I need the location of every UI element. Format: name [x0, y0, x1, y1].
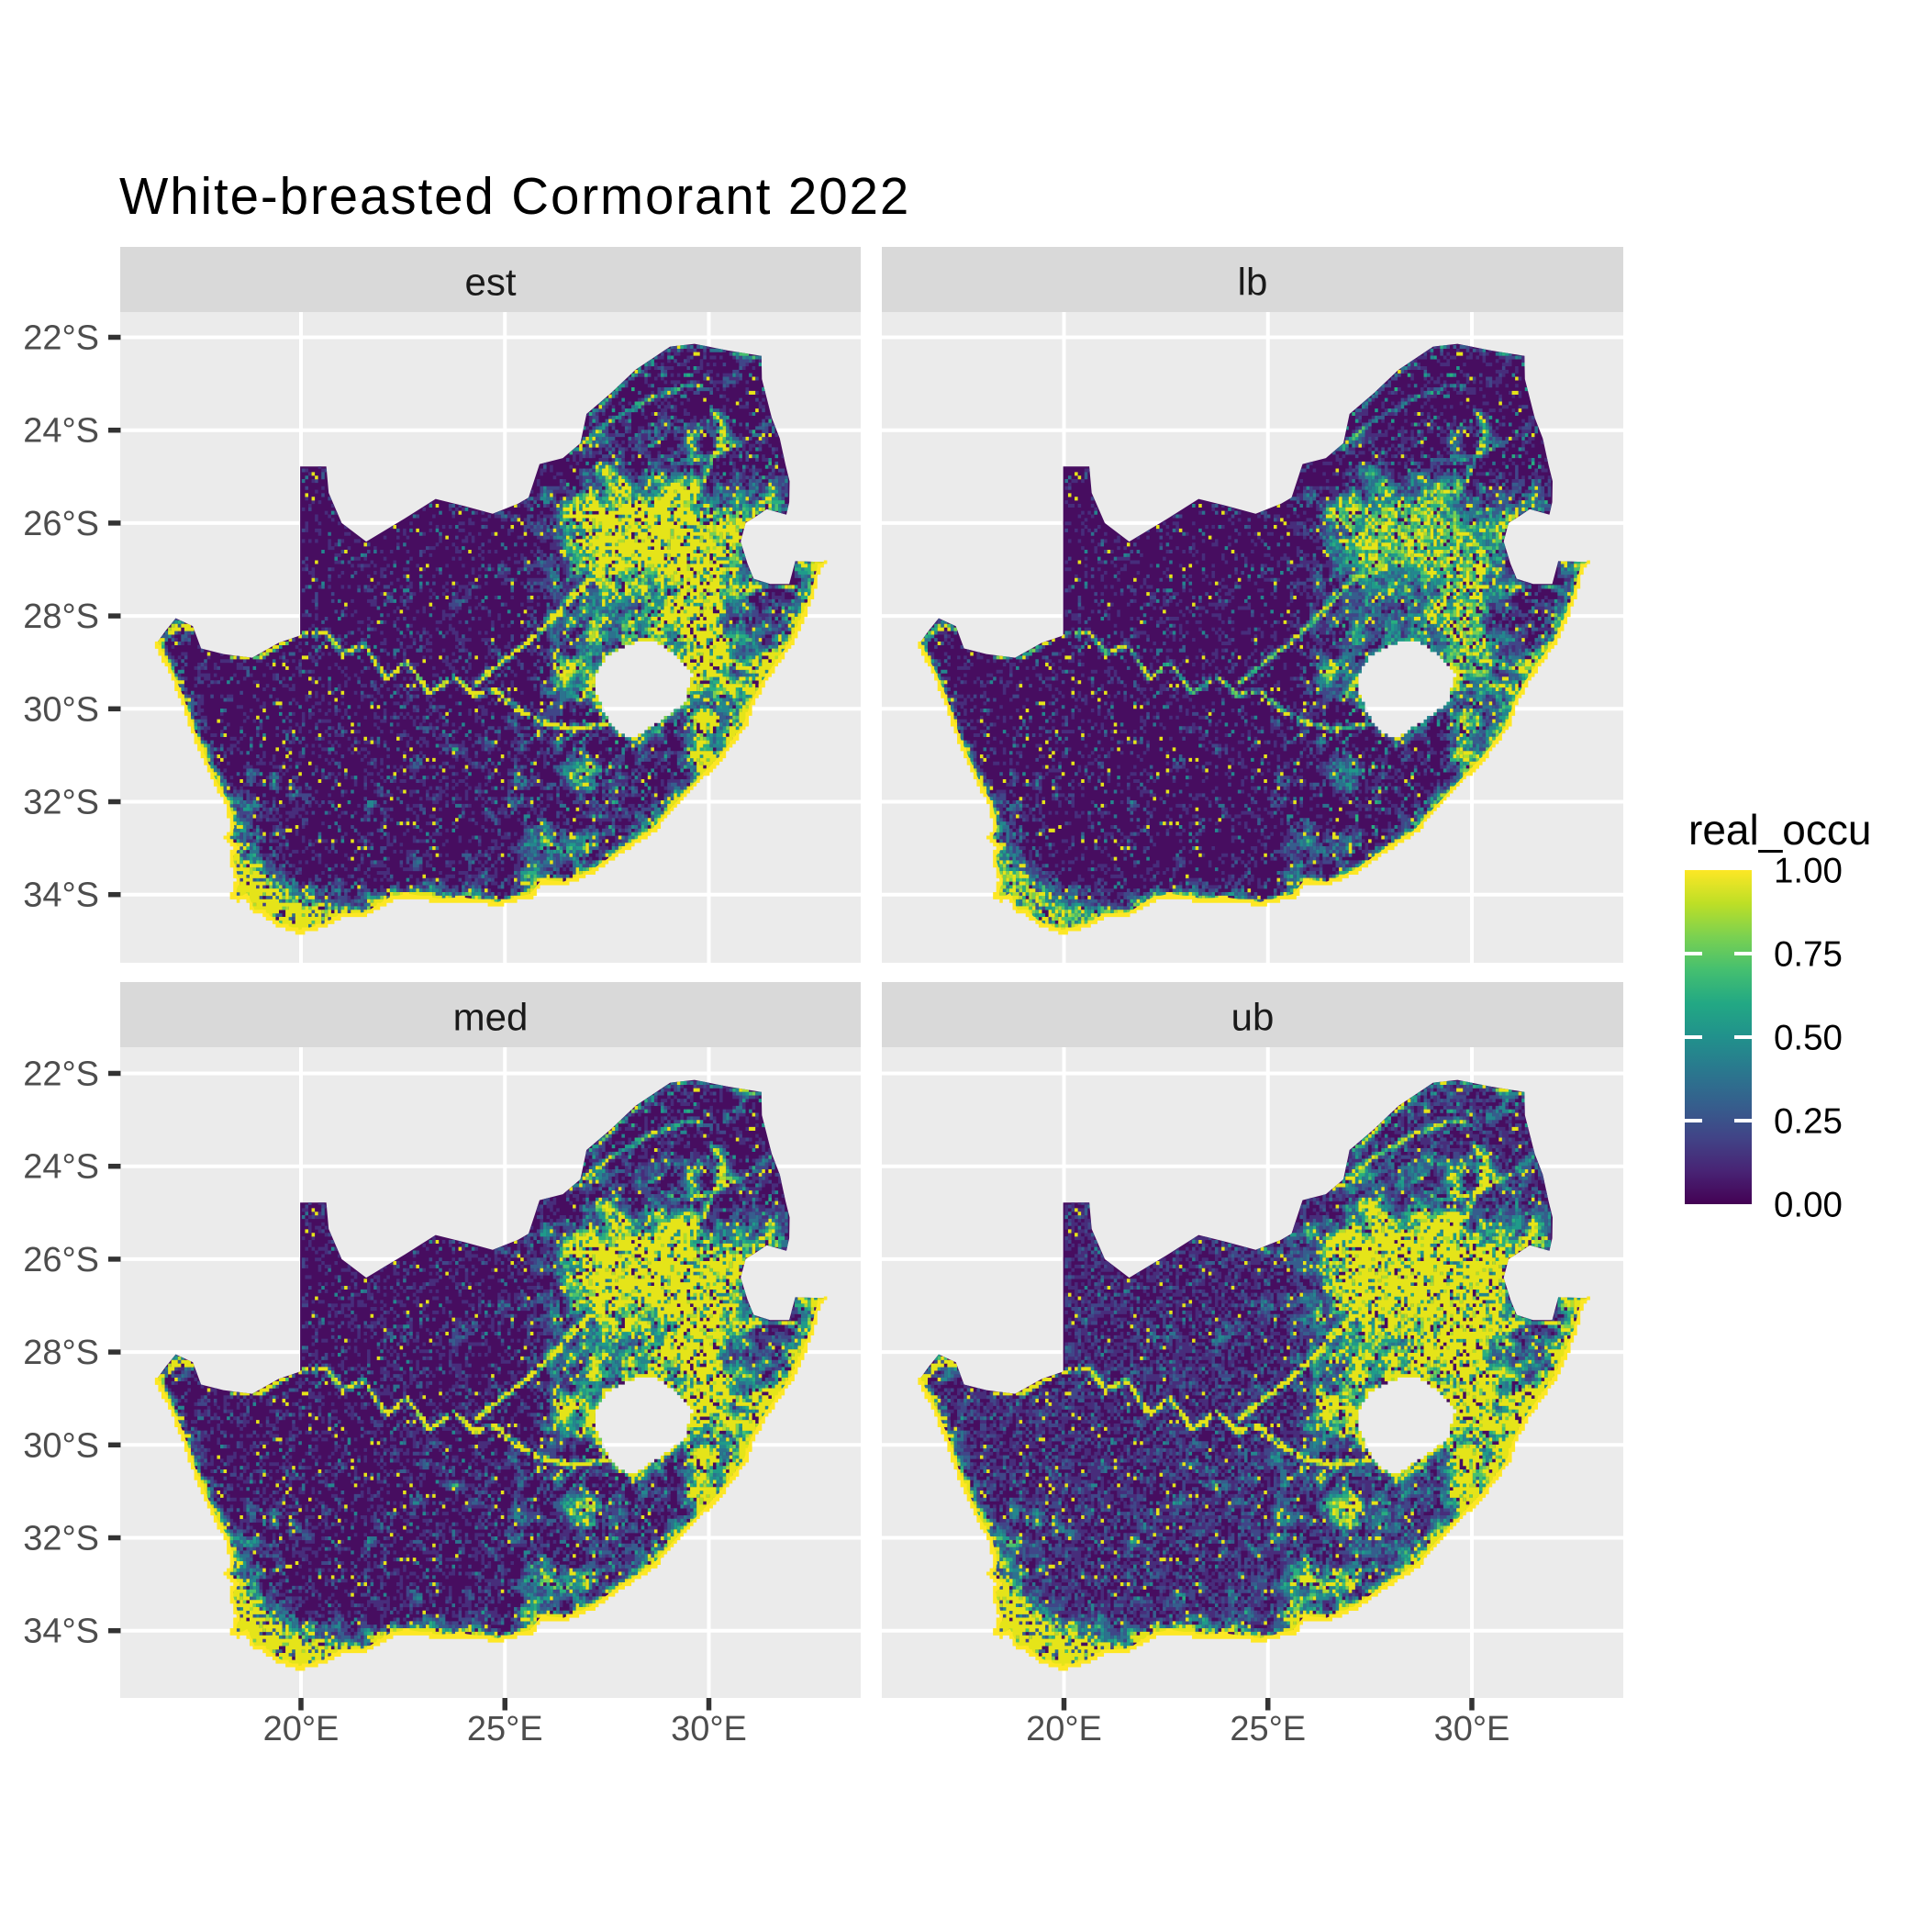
svg-text:30°E: 30°E	[1434, 1710, 1510, 1748]
svg-text:34°S: 34°S	[23, 877, 99, 915]
svg-text:30°S: 30°S	[23, 1426, 99, 1465]
svg-text:0.50: 0.50	[1774, 1019, 1843, 1058]
svg-text:25°E: 25°E	[1230, 1710, 1306, 1748]
svg-text:32°S: 32°S	[23, 1520, 99, 1558]
svg-text:22°S: 22°S	[23, 1055, 99, 1094]
svg-text:est: est	[464, 261, 516, 304]
svg-text:34°S: 34°S	[23, 1613, 99, 1651]
svg-text:lb: lb	[1238, 261, 1268, 304]
svg-text:25°E: 25°E	[467, 1710, 543, 1748]
svg-text:32°S: 32°S	[23, 784, 99, 822]
svg-text:0.75: 0.75	[1774, 935, 1843, 975]
svg-text:26°S: 26°S	[23, 505, 99, 543]
svg-text:20°E: 20°E	[1026, 1710, 1102, 1748]
svg-text:30°E: 30°E	[671, 1710, 747, 1748]
svg-text:real_occu: real_occu	[1688, 806, 1871, 854]
svg-text:1.00: 1.00	[1774, 852, 1843, 891]
svg-text:20°E: 20°E	[263, 1710, 340, 1748]
svg-text:24°S: 24°S	[23, 1148, 99, 1187]
svg-text:0.25: 0.25	[1774, 1102, 1843, 1142]
svg-text:med: med	[453, 996, 529, 1039]
svg-text:26°S: 26°S	[23, 1241, 99, 1279]
svg-text:White-breasted Cormorant 2022: White-breasted Cormorant 2022	[119, 167, 910, 225]
svg-text:0.00: 0.00	[1774, 1186, 1843, 1225]
svg-text:ub: ub	[1231, 996, 1275, 1039]
svg-text:28°S: 28°S	[23, 597, 99, 636]
svg-text:22°S: 22°S	[23, 319, 99, 358]
svg-text:30°S: 30°S	[23, 690, 99, 729]
svg-text:28°S: 28°S	[23, 1334, 99, 1372]
svg-text:24°S: 24°S	[23, 412, 99, 451]
